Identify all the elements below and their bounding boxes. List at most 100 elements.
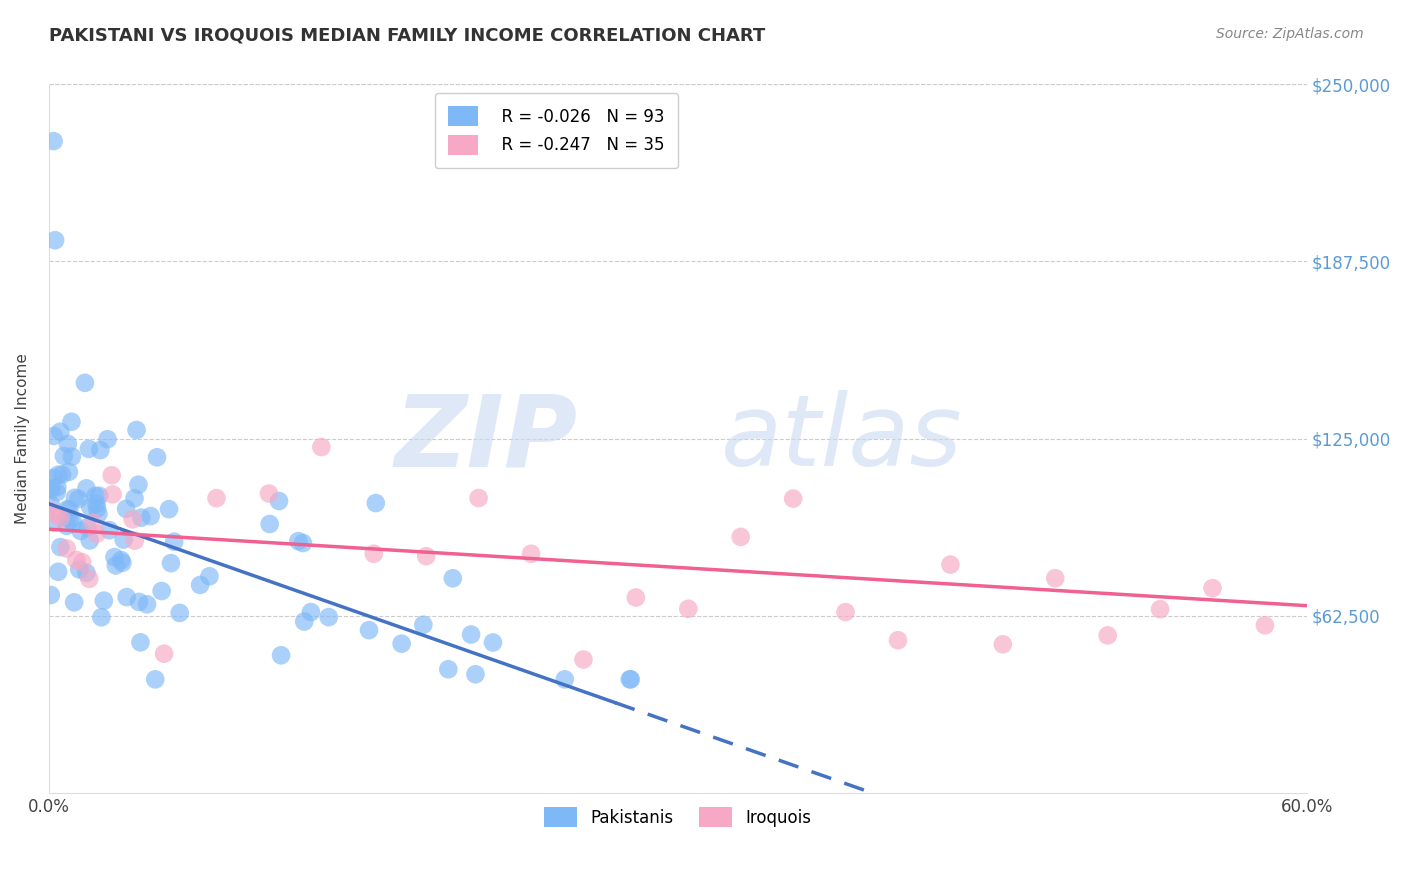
Point xyxy=(110,553,132,567)
Point xyxy=(45,508,67,522)
Point xyxy=(111,556,134,570)
Point xyxy=(520,547,543,561)
Point xyxy=(46,565,69,579)
Point xyxy=(44,233,66,247)
Point xyxy=(45,485,67,500)
Point xyxy=(678,601,700,615)
Point xyxy=(391,637,413,651)
Point xyxy=(270,648,292,663)
Point xyxy=(887,633,910,648)
Point xyxy=(834,605,856,619)
Point xyxy=(51,467,73,482)
Point xyxy=(153,647,176,661)
Point xyxy=(86,497,108,511)
Point xyxy=(482,635,505,649)
Point xyxy=(1045,571,1067,585)
Point xyxy=(620,673,643,687)
Point xyxy=(1149,602,1171,616)
Legend: Pakistanis, Iroquois: Pakistanis, Iroquois xyxy=(537,800,818,834)
Point xyxy=(76,566,98,580)
Point xyxy=(139,509,162,524)
Point xyxy=(188,578,211,592)
Point xyxy=(198,569,221,583)
Point xyxy=(60,450,83,464)
Point xyxy=(60,415,83,429)
Point xyxy=(143,673,166,687)
Point xyxy=(77,442,100,456)
Point xyxy=(150,584,173,599)
Point xyxy=(412,617,434,632)
Point xyxy=(56,510,79,524)
Point xyxy=(163,534,186,549)
Point xyxy=(129,635,152,649)
Point xyxy=(42,134,65,148)
Point xyxy=(136,598,159,612)
Point xyxy=(1097,628,1119,642)
Point xyxy=(115,590,138,604)
Point xyxy=(103,549,125,564)
Point xyxy=(363,547,385,561)
Point xyxy=(77,572,100,586)
Point xyxy=(125,423,148,437)
Point xyxy=(93,593,115,607)
Point xyxy=(101,487,124,501)
Point xyxy=(291,536,314,550)
Point xyxy=(49,425,72,439)
Point xyxy=(257,486,280,500)
Point xyxy=(69,524,91,538)
Point xyxy=(624,591,647,605)
Point xyxy=(87,507,110,521)
Point xyxy=(70,555,93,569)
Point xyxy=(39,588,62,602)
Point xyxy=(129,510,152,524)
Point xyxy=(39,504,62,518)
Text: ZIP: ZIP xyxy=(394,390,578,487)
Point xyxy=(115,501,138,516)
Point xyxy=(96,432,118,446)
Point xyxy=(100,468,122,483)
Point xyxy=(357,623,380,637)
Point xyxy=(157,502,180,516)
Point xyxy=(104,558,127,573)
Point xyxy=(730,530,752,544)
Point xyxy=(79,500,101,514)
Point xyxy=(169,606,191,620)
Text: PAKISTANI VS IROQUOIS MEDIAN FAMILY INCOME CORRELATION CHART: PAKISTANI VS IROQUOIS MEDIAN FAMILY INCO… xyxy=(49,27,765,45)
Point xyxy=(39,498,62,512)
Point xyxy=(56,519,79,533)
Point xyxy=(39,483,62,497)
Point xyxy=(464,667,486,681)
Point xyxy=(56,437,79,451)
Point xyxy=(39,481,62,495)
Point xyxy=(46,480,69,494)
Point xyxy=(42,429,65,443)
Point xyxy=(65,553,87,567)
Point xyxy=(267,494,290,508)
Point xyxy=(311,440,333,454)
Point xyxy=(318,610,340,624)
Point xyxy=(58,502,80,516)
Point xyxy=(76,520,98,534)
Point xyxy=(441,571,464,585)
Point xyxy=(782,491,804,506)
Point xyxy=(619,673,641,687)
Point xyxy=(292,615,315,629)
Point xyxy=(67,491,90,506)
Point xyxy=(98,523,121,537)
Point xyxy=(49,540,72,554)
Point xyxy=(554,673,576,687)
Point xyxy=(79,533,101,548)
Point xyxy=(89,489,111,503)
Point xyxy=(364,496,387,510)
Point xyxy=(62,516,84,530)
Point xyxy=(84,489,107,503)
Point xyxy=(89,443,111,458)
Point xyxy=(1254,618,1277,632)
Point xyxy=(415,549,437,563)
Point xyxy=(42,516,65,530)
Point xyxy=(146,450,169,465)
Point xyxy=(991,637,1014,651)
Point xyxy=(939,558,962,572)
Text: Source: ZipAtlas.com: Source: ZipAtlas.com xyxy=(1216,27,1364,41)
Point xyxy=(75,481,97,495)
